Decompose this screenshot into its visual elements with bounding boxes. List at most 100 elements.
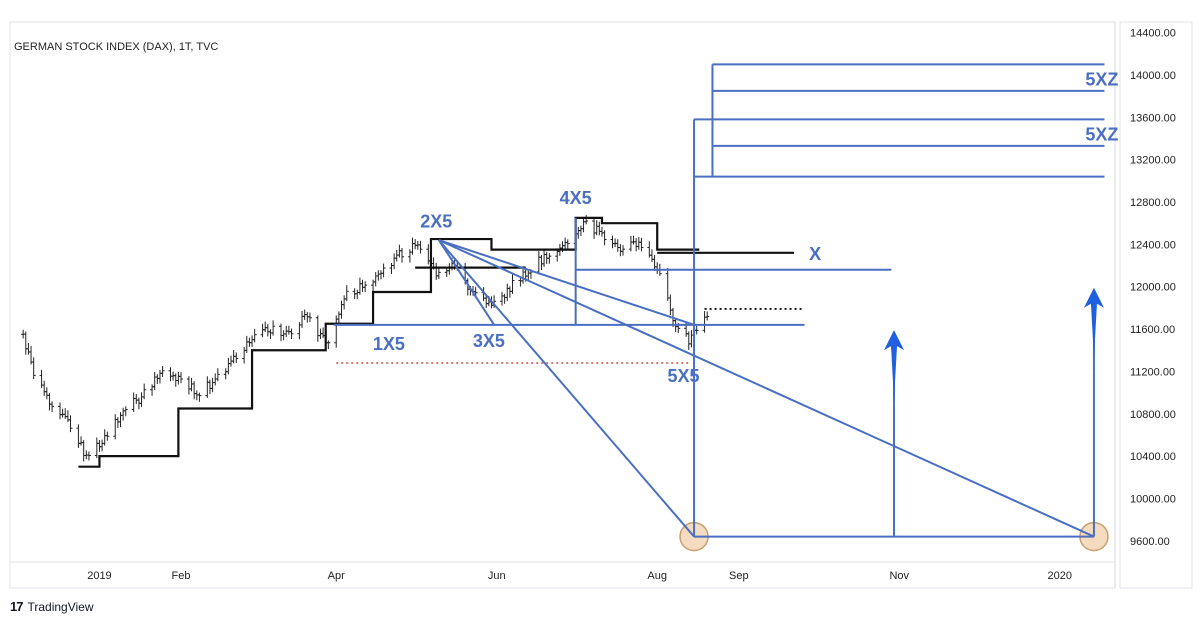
price-bar (157, 369, 162, 384)
price-bar (57, 402, 62, 420)
x-tick-label: Nov (889, 570, 909, 582)
annotation-label: 2X5 (420, 211, 452, 231)
price-bar (76, 424, 81, 448)
price-bar (649, 249, 654, 262)
x-tick-label: Apr (328, 570, 345, 582)
price-bar (94, 437, 99, 459)
price-bar (702, 310, 707, 333)
y-tick-label: 10000.00 (1130, 493, 1176, 505)
y-tick-label: 11600.00 (1130, 324, 1175, 336)
price-bar (307, 312, 312, 323)
price-bar (392, 253, 397, 270)
price-bar (134, 393, 139, 405)
price-bar (131, 392, 136, 412)
annotation-label: 5XZ (1085, 125, 1118, 145)
price-bar (179, 372, 184, 384)
step-line (78, 216, 700, 468)
price-bar (542, 249, 547, 267)
price-bar (436, 267, 441, 280)
price-bar (205, 376, 210, 398)
price-bar (339, 300, 344, 319)
price-bars (21, 215, 710, 462)
price-bar (344, 285, 349, 302)
price-bar (505, 283, 510, 302)
price-bar (507, 286, 512, 298)
y-tick-label: 14400.00 (1130, 28, 1176, 40)
price-bar (639, 237, 644, 252)
price-bar (636, 237, 641, 250)
price-bar (668, 294, 673, 316)
price-bar (68, 415, 73, 433)
price-bar (705, 311, 710, 321)
blue-trend-line (438, 239, 495, 326)
price-bar (394, 249, 399, 262)
y-tick-label: 12000.00 (1130, 282, 1176, 294)
annotation-label: X (809, 244, 821, 264)
price-bar (578, 225, 583, 236)
tradingview-logo[interactable]: 17 TradingView (10, 599, 94, 614)
tradingview-logo-icon: 17 (10, 599, 24, 614)
price-bar (252, 328, 257, 343)
y-tick-label: 14000.00 (1130, 70, 1176, 82)
price-bar (599, 226, 604, 237)
price-bar (271, 320, 276, 336)
price-bar (155, 374, 160, 385)
price-bar (242, 346, 247, 364)
y-tick-label: 12800.00 (1130, 197, 1176, 209)
annotation-label: 3X5 (473, 331, 505, 351)
price-bar (86, 451, 91, 461)
price-bar (597, 221, 602, 236)
price-bar (473, 286, 478, 297)
price-bar (576, 227, 581, 239)
y-tick-label: 9600.00 (1130, 536, 1170, 548)
price-bar (655, 262, 660, 274)
price-bar (665, 268, 670, 301)
price-bar (381, 263, 386, 278)
y-axis-labels: 9600.00 10000.00 10400.00 10800.00 11200.00 1… (1130, 28, 1176, 548)
x-tick-label: 2020 (1048, 570, 1072, 582)
price-bar (42, 380, 47, 396)
price-bar (97, 439, 102, 452)
price-bar (268, 329, 273, 339)
up-arrow-head (1083, 287, 1104, 358)
price-bar (536, 251, 541, 275)
y-tick-label: 11200.00 (1130, 366, 1175, 378)
price-bar (565, 239, 570, 249)
price-bar (615, 239, 620, 252)
price-bar (694, 325, 699, 335)
price-bar (628, 235, 633, 252)
price-bar (23, 331, 28, 355)
annotation-lines (78, 63, 1109, 552)
up-arrow-head (884, 330, 904, 401)
price-bar (300, 310, 305, 328)
price-bar (342, 295, 347, 310)
y-tick-label: 12400.00 (1130, 239, 1176, 251)
price-bar (363, 281, 368, 292)
x-tick-label: 2019 (87, 570, 111, 582)
x-tick-label: Sep (729, 570, 749, 582)
tradingview-logo-text: TradingView (27, 599, 94, 614)
price-bar (121, 407, 126, 421)
price-bar (594, 220, 599, 236)
price-bar (186, 376, 191, 395)
price-bar (447, 263, 452, 275)
price-bar (539, 254, 544, 271)
x-tick-label: Aug (647, 570, 667, 582)
price-bar (518, 277, 523, 287)
price-bar (102, 429, 107, 446)
y-tick-label: 10400.00 (1130, 451, 1176, 463)
price-bar (621, 245, 626, 256)
annotation-label: 1X5 (373, 334, 405, 354)
price-bar (250, 335, 255, 347)
price-bar (176, 371, 181, 385)
chart-title: GERMAN STOCK INDEX (DAX), 1T, TVC (14, 41, 218, 53)
price-bar (160, 365, 165, 377)
price-bar (413, 239, 418, 250)
blue-trend-line (438, 239, 1095, 538)
price-bar (100, 439, 105, 452)
price-bar (168, 367, 173, 382)
price-bar (215, 368, 220, 382)
price-bar (334, 315, 339, 348)
price-bar (207, 379, 212, 395)
price-bar (631, 235, 636, 245)
